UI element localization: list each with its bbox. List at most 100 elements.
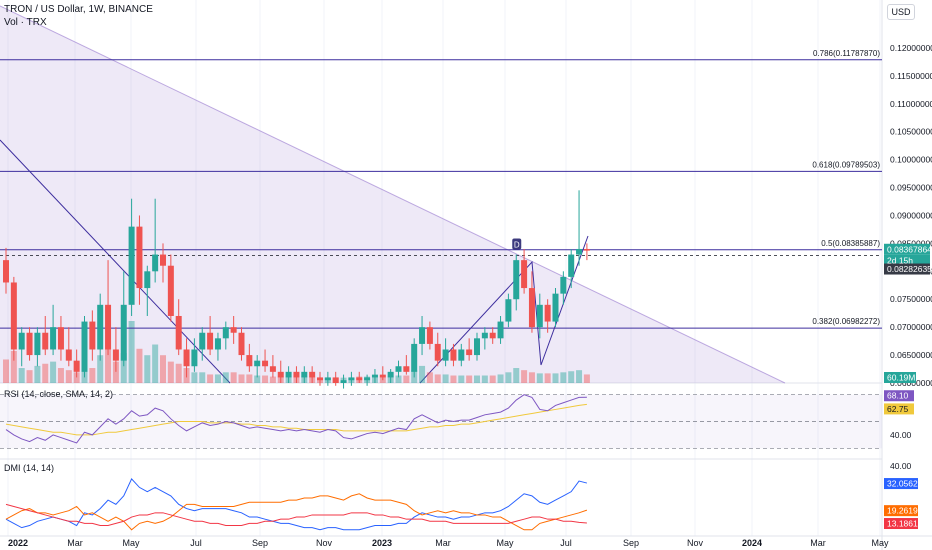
volume-bar — [167, 361, 174, 383]
volume-bar — [560, 372, 567, 383]
dmi-pane[interactable]: 40.00 32.0562 19.2619 13.1861 — [5, 461, 918, 531]
volume-bar — [269, 376, 276, 383]
volume-bar — [246, 374, 253, 383]
candle-body — [379, 374, 386, 378]
volume-bar — [481, 375, 488, 383]
dmi-value-box — [884, 478, 918, 490]
candle-body — [371, 374, 378, 378]
volume-bar — [505, 372, 512, 383]
volume-bar — [528, 372, 535, 383]
time-tick-label: Mar — [810, 538, 826, 548]
candle-body — [560, 276, 567, 294]
candle-body — [81, 321, 88, 372]
time-tick-label: Nov — [687, 538, 704, 548]
volume-bar — [434, 374, 441, 383]
candle-body — [442, 349, 449, 361]
rsi-line — [5, 394, 587, 444]
price-tag-text: 0.08367864 — [887, 244, 932, 254]
candle-body — [301, 371, 308, 378]
volume-bar — [403, 375, 410, 383]
d-marker-text: D — [514, 241, 520, 250]
candle-body — [199, 332, 206, 350]
volume-bar — [442, 374, 449, 383]
candle-body — [568, 254, 575, 277]
candle-body — [120, 304, 127, 361]
candle-body — [387, 371, 394, 378]
d-marker-badge — [512, 238, 522, 250]
price-tick-label: 0.07500000 — [890, 294, 932, 304]
candle-body — [552, 293, 559, 322]
volume-bar — [120, 353, 127, 383]
candle-body — [136, 226, 143, 289]
candle-body — [3, 260, 9, 283]
price-tick-label: 0.08500000 — [890, 238, 932, 248]
volume-bar — [199, 372, 206, 383]
time-tick-label: Nov — [316, 538, 333, 548]
dmi-value-text: 19.2619 — [887, 506, 918, 516]
candle-body — [160, 254, 166, 266]
volume-bar — [160, 355, 166, 383]
time-axis[interactable]: 2022 Mar May Jul Sep Nov 2023 Mar May Jul Sep Nov 20… — [8, 538, 889, 548]
volume-legend: Vol · TRX — [4, 17, 47, 28]
candle-body — [536, 304, 543, 328]
price-tag-box — [884, 263, 930, 275]
currency-button[interactable]: USD — [887, 4, 915, 20]
price-tag-text: 2d 15h — [887, 255, 913, 265]
price-tick-label: 0.12000000 — [890, 43, 932, 53]
volume-bar — [262, 375, 269, 383]
volume-bar — [207, 374, 214, 383]
drawn-trendline — [419, 235, 589, 384]
volume-bar — [583, 374, 590, 383]
rsi-tick-label: 40.00 — [890, 430, 912, 440]
volume-bar — [254, 375, 261, 383]
candle-body — [332, 377, 339, 383]
volume-bar — [73, 372, 80, 383]
time-tick-label: Mar — [67, 538, 83, 548]
price-tag-box — [884, 254, 930, 266]
rsi-pane[interactable]: 40.00 68.10 62.75 — [0, 390, 914, 449]
volume-bar — [191, 372, 198, 383]
volume-bar — [10, 350, 17, 383]
volume-bar — [128, 321, 135, 383]
price-tick-label: 0.09500000 — [890, 183, 932, 193]
volume-bar — [222, 372, 229, 383]
candle-body — [97, 304, 104, 350]
volume-bar — [521, 370, 528, 383]
candle-body — [18, 332, 25, 350]
volume-bar — [489, 375, 496, 383]
descending-wedge — [0, 5, 786, 384]
candle-body — [277, 371, 284, 378]
volume-bar — [152, 344, 159, 383]
fib-label: 0.382(0.06982272) — [812, 317, 880, 326]
candlesticks[interactable]: D — [3, 190, 590, 389]
candle-body — [513, 260, 520, 300]
volume-tag-box — [884, 372, 916, 383]
fib-label: 0.5(0.08385887) — [821, 239, 880, 248]
candle-body — [128, 226, 135, 305]
candle-body — [175, 315, 182, 350]
candle-body — [254, 360, 261, 367]
volume-bar — [450, 375, 457, 383]
time-tick-label: Jul — [190, 538, 202, 548]
candle-body — [167, 265, 174, 316]
candle-body — [65, 349, 72, 361]
candle-body — [466, 349, 473, 356]
candle-body — [544, 304, 551, 322]
price-axis[interactable]: 0.12000000 0.11500000 0.11000000 0.10500000… — [884, 43, 932, 388]
candle-body — [207, 332, 214, 350]
volume-bar — [458, 375, 465, 383]
volume-bar — [466, 375, 473, 383]
volume-bar — [144, 355, 151, 383]
candle-body — [214, 338, 221, 350]
time-tick-label: May — [122, 538, 140, 548]
candle-body — [34, 332, 41, 356]
candle-body — [309, 371, 316, 378]
candle-body — [144, 271, 151, 289]
candle-body — [230, 327, 237, 333]
volume-bar — [568, 371, 575, 383]
time-tick-label: Sep — [252, 538, 268, 548]
candle-body — [191, 349, 198, 367]
candle-body — [348, 377, 355, 381]
